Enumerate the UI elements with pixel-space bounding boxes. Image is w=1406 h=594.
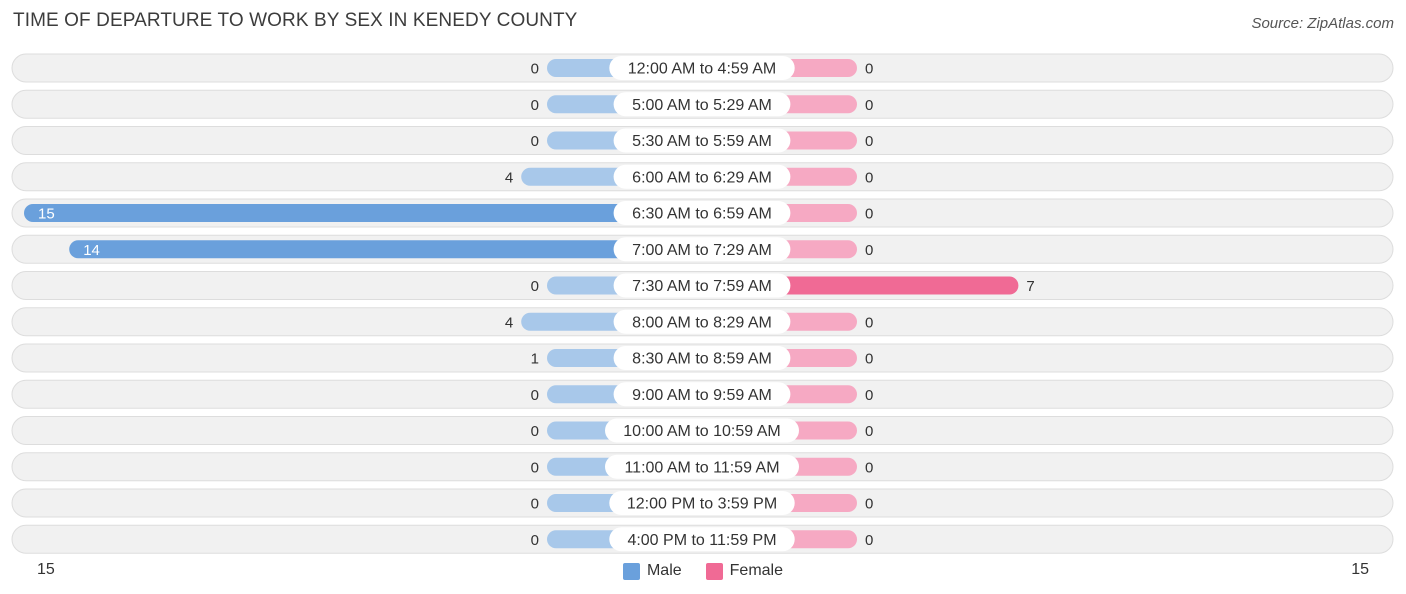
female-value-label: 0 bbox=[865, 169, 873, 186]
female-value-label: 0 bbox=[865, 61, 873, 78]
legend-item-female: Female bbox=[705, 562, 784, 580]
category-pill bbox=[609, 491, 795, 515]
female-value-label: 0 bbox=[865, 459, 873, 476]
category-label: 12:00 PM to 3:59 PM bbox=[627, 496, 777, 513]
female-value-label: 7 bbox=[1026, 278, 1034, 295]
female-value-label: 0 bbox=[865, 496, 873, 513]
female-value-label: 0 bbox=[865, 314, 873, 331]
male-value-label: 1 bbox=[531, 351, 539, 368]
male-value-label: 0 bbox=[531, 423, 539, 440]
female-value-label: 0 bbox=[865, 532, 873, 549]
category-pill bbox=[613, 382, 791, 407]
male-value-label: 0 bbox=[531, 61, 539, 78]
male-value-label: 0 bbox=[531, 387, 539, 404]
axis-left-label: 15 bbox=[37, 561, 55, 578]
category-pill bbox=[613, 92, 791, 117]
chart-title: TIME OF DEPARTURE TO WORK BY SEX IN KENE… bbox=[13, 10, 578, 31]
male-value-label: 14 bbox=[83, 242, 100, 259]
category-label: 11:00 AM to 11:59 AM bbox=[624, 459, 779, 476]
category-pill bbox=[613, 128, 791, 153]
category-pill bbox=[613, 237, 791, 262]
legend-label-male: Male bbox=[646, 562, 682, 579]
male-value-label: 4 bbox=[505, 314, 513, 331]
male-value-label: 0 bbox=[531, 278, 539, 295]
legend: Male Female bbox=[0, 560, 1406, 582]
female-value-label: 0 bbox=[865, 423, 873, 440]
category-pill bbox=[609, 527, 795, 552]
axis-right-label: 15 bbox=[1351, 561, 1369, 578]
category-label: 5:30 AM to 5:59 AM bbox=[632, 133, 772, 150]
category-label: 6:00 AM to 6:29 AM bbox=[632, 169, 772, 186]
legend-item-male: Male bbox=[622, 562, 682, 580]
category-pill bbox=[613, 309, 791, 334]
female-value-label: 0 bbox=[865, 206, 873, 223]
category-pill bbox=[609, 56, 795, 80]
female-value-label: 0 bbox=[865, 351, 873, 368]
category-pill bbox=[613, 201, 791, 225]
male-bar bbox=[69, 240, 702, 259]
male-value-label: 0 bbox=[531, 496, 539, 513]
category-pill bbox=[613, 273, 791, 298]
male-value-label: 0 bbox=[531, 133, 539, 150]
category-pill bbox=[613, 164, 791, 189]
chart-canvas: 0 0 12:00 AM to 4:59 AM 0 0 5:00 AM to 5:29 A… bbox=[11, 53, 1394, 554]
male-value-label: 0 bbox=[531, 97, 539, 114]
category-label: 7:30 AM to 7:59 AM bbox=[632, 278, 772, 295]
category-pill bbox=[605, 418, 799, 443]
male-value-label: 0 bbox=[531, 459, 539, 476]
category-label: 8:30 AM to 8:59 AM bbox=[632, 351, 772, 368]
category-label: 10:00 AM to 10:59 AM bbox=[623, 423, 780, 440]
category-label: 6:30 AM to 6:59 AM bbox=[632, 206, 772, 223]
category-label: 5:00 AM to 5:29 AM bbox=[632, 97, 772, 114]
legend-swatch-male bbox=[622, 562, 640, 580]
male-value-label: 15 bbox=[38, 206, 55, 223]
male-bar bbox=[24, 204, 702, 222]
category-label: 7:00 AM to 7:29 AM bbox=[632, 242, 772, 259]
source-note: Source: ZipAtlas.com bbox=[1251, 15, 1394, 32]
category-pill bbox=[613, 346, 791, 370]
category-label: 8:00 AM to 8:29 AM bbox=[632, 314, 772, 331]
female-value-label: 0 bbox=[865, 242, 873, 259]
female-value-label: 0 bbox=[865, 133, 873, 150]
female-value-label: 0 bbox=[865, 387, 873, 404]
category-label: 12:00 AM to 4:59 AM bbox=[628, 61, 777, 78]
female-value-label: 0 bbox=[865, 97, 873, 114]
legend-label-female: Female bbox=[729, 562, 784, 579]
category-label: 4:00 PM to 11:59 PM bbox=[627, 532, 776, 549]
male-value-label: 0 bbox=[531, 532, 539, 549]
category-label: 9:00 AM to 9:59 AM bbox=[632, 387, 772, 404]
category-pill bbox=[605, 454, 799, 479]
male-value-label: 4 bbox=[505, 169, 513, 186]
legend-swatch-female bbox=[705, 562, 723, 580]
